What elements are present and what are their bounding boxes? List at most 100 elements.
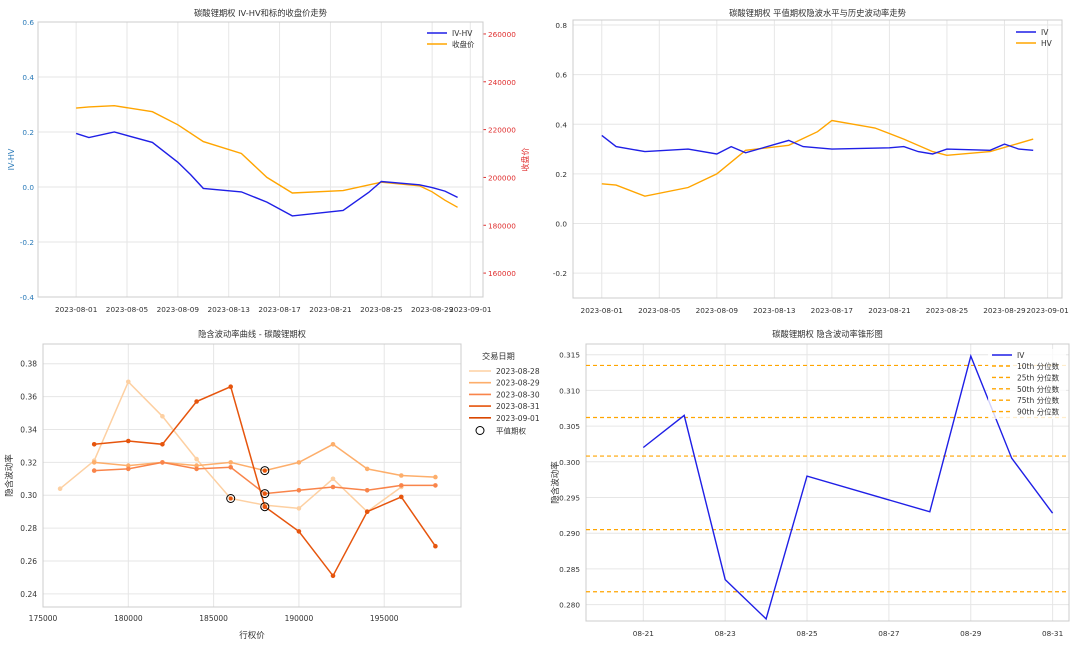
chart-title: 碳酸锂期权 平值期权隐波水平与历史波动率走势 xyxy=(729,8,906,18)
iv-curve-point-2023-08-31 xyxy=(228,384,233,390)
x-tick-label: 2023-08-01 xyxy=(581,306,623,315)
iv-curve-point-2023-08-30 xyxy=(91,468,97,473)
y2-tick-label: 200000 xyxy=(488,173,516,182)
x-tick-label: 08-25 xyxy=(796,629,817,638)
legend-iv-label: IV xyxy=(1041,28,1049,37)
plot-frame xyxy=(585,343,1070,622)
plot-frame xyxy=(42,343,462,608)
legend-percentile-3-label: 75th 分位数 xyxy=(1017,395,1060,405)
series-line-iv xyxy=(642,353,1054,621)
iv-curve-point-2023-08-30 xyxy=(364,488,370,493)
x-tick-label: 08-23 xyxy=(715,629,737,638)
chart-atm-iv-vs-hv: 2023-08-01 2023-08-05 2023-08-09 2023-08-13… xyxy=(553,8,1069,315)
x-tick-label: 2023-09-01 xyxy=(1026,306,1068,315)
iv-curve-point-2023-08-28 xyxy=(296,506,302,511)
iv-curve-point-2023-08-29 xyxy=(433,474,438,480)
y-tick-label: 0.300 xyxy=(559,458,580,467)
x-tick-label: 2023-08-05 xyxy=(638,306,680,315)
iv-curve-point-2023-08-31 xyxy=(330,573,336,579)
iv-curve-point-2023-08-29 xyxy=(399,473,404,478)
iv-curve-point-2023-08-30 xyxy=(126,466,131,472)
y-tick-label: 0.28 xyxy=(20,524,37,533)
atm-option-marker xyxy=(260,466,270,476)
y-tick-label: 0.285 xyxy=(559,565,580,574)
series-line-iv-hv xyxy=(75,131,458,217)
iv-curve-point-2023-08-29 xyxy=(194,463,199,468)
y-tick-label: 0.32 xyxy=(20,458,37,467)
legend-iv-label: IV xyxy=(1017,351,1025,360)
iv-curve-point-2023-08-31 xyxy=(364,509,370,514)
y-tick-label: -0.2 xyxy=(20,238,34,247)
chart-title: 碳酸锂期权 隐含波动率锥形图 xyxy=(772,329,883,339)
y2-axis-label: 收盘价 xyxy=(520,148,530,172)
iv-curve-point-2023-08-30 xyxy=(194,466,199,472)
iv-curve-point-2023-08-30 xyxy=(228,465,233,470)
y-axis-label: 隐含波动率 xyxy=(4,454,15,497)
y-tick-label: 0.38 xyxy=(20,360,37,369)
legend-percentile-0-label: 10th 分位数 xyxy=(1017,361,1060,371)
y-tick-label: 0.310 xyxy=(559,386,580,395)
y2-tick-label: 240000 xyxy=(488,78,516,87)
legend-percentile-4-label: 90th 分位数 xyxy=(1017,407,1060,417)
iv-curve-point-2023-08-29 xyxy=(364,466,370,472)
legend-close-price-label: 收盘价 xyxy=(452,39,475,49)
x-tick-label: 2023-09-01 xyxy=(449,305,491,314)
legend-percentile-2-label: 50th 分位数 xyxy=(1017,384,1060,394)
x-tick-label: 195000 xyxy=(370,614,399,623)
x-tick-label: 2023-08-01 xyxy=(55,305,97,314)
iv-curve-point-2023-08-31 xyxy=(91,442,97,447)
series-line-iv xyxy=(601,134,1034,155)
y-tick-label: 0.36 xyxy=(20,393,37,402)
x-tick-label: 2023-08-21 xyxy=(868,306,910,315)
legend-atm-label: 平值期权 xyxy=(496,426,526,436)
x-tick-label: 175000 xyxy=(29,614,58,623)
y-axis-label: IV-HV xyxy=(7,148,16,170)
y-tick-label: 0.4 xyxy=(22,73,34,82)
y2-tick-label: 260000 xyxy=(488,30,516,39)
y-tick-label: 0.315 xyxy=(559,351,580,360)
x-tick-label: 08-27 xyxy=(878,629,900,638)
legend-iv-hv-label: IV-HV xyxy=(452,29,473,38)
atm-option-dot xyxy=(262,491,267,496)
legend-percentile-1-label: 25th 分位数 xyxy=(1017,372,1060,382)
x-tick-label: 2023-08-17 xyxy=(258,305,301,314)
iv-curve-point-2023-08-31 xyxy=(399,494,404,500)
iv-curve-point-2023-08-28 xyxy=(57,486,63,492)
x-tick-label: 2023-08-13 xyxy=(208,305,251,314)
series-line-hv xyxy=(601,119,1034,197)
x-axis-label: 行权价 xyxy=(239,630,265,641)
y-tick-label: 0.30 xyxy=(20,491,37,500)
iv-curve-point-2023-08-29 xyxy=(296,460,302,465)
x-tick-label: 2023-08-29 xyxy=(411,305,454,314)
x-tick-label: 08-29 xyxy=(960,629,982,638)
iv-curve-point-2023-08-30 xyxy=(399,483,404,488)
x-tick-label: 2023-08-25 xyxy=(926,306,968,315)
atm-option-marker xyxy=(226,494,236,503)
x-tick-label: 2023-08-21 xyxy=(309,305,351,314)
iv-curve-point-2023-08-29 xyxy=(91,460,97,465)
iv-curve-point-2023-08-28 xyxy=(194,456,199,462)
y-tick-label: -0.4 xyxy=(20,293,35,302)
x-tick-label: 180000 xyxy=(114,614,143,623)
plot-frame xyxy=(572,19,1063,299)
y-tick-label: 0.290 xyxy=(559,529,580,538)
y2-tick-label: 180000 xyxy=(488,221,516,230)
y-axis-label: 隐含波动率 xyxy=(550,461,561,504)
y-tick-label: 0.24 xyxy=(20,590,37,599)
iv-curve-point-2023-08-30 xyxy=(330,484,336,490)
y-tick-label: 0.295 xyxy=(559,493,580,502)
legend-box xyxy=(988,349,1066,419)
x-tick-label: 190000 xyxy=(285,614,314,623)
y-tick-label: 0.2 xyxy=(555,170,567,179)
iv-curve-point-2023-08-30 xyxy=(433,483,438,488)
chart-ivhv-price: 2023-08-01 2023-08-05 2023-08-09 2023-08-13… xyxy=(7,8,530,314)
x-tick-label: 185000 xyxy=(199,614,228,623)
chart-title: 碳酸锂期权 IV-HV和标的收盘价走势 xyxy=(194,8,327,18)
y2-tick-label: 160000 xyxy=(488,269,516,278)
iv-curve-point-2023-08-29 xyxy=(126,463,131,468)
legend-hv-label: HV xyxy=(1041,39,1053,48)
y-tick-label: 0.305 xyxy=(559,422,580,431)
legend-label-2023-09-01: 2023-09-01 xyxy=(496,414,540,423)
iv-curve-point-2023-08-28 xyxy=(126,379,131,385)
